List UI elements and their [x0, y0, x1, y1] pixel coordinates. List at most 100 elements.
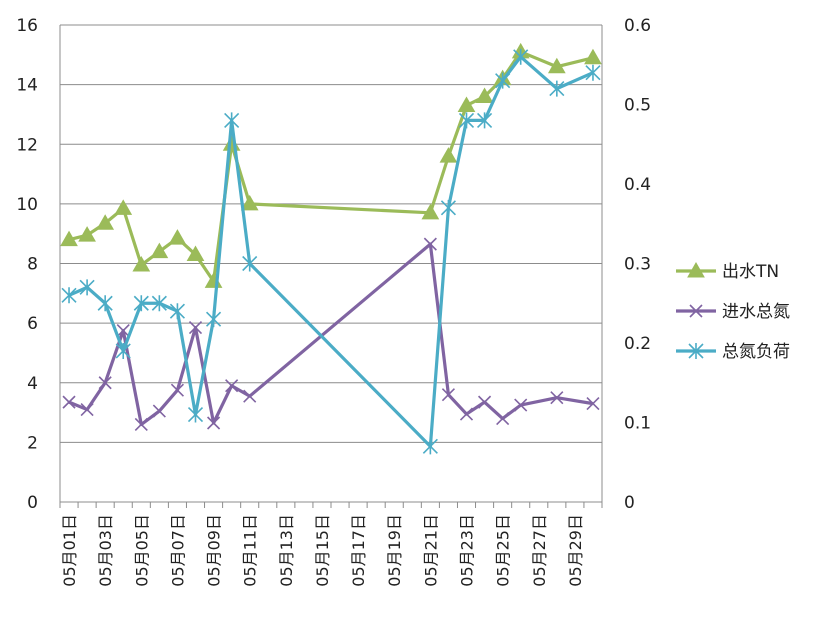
y-tick-label: 16: [16, 16, 38, 36]
legend-item-2: 进水总氮: [676, 302, 790, 322]
data-point: [222, 135, 241, 151]
x-tick-label: 05月07日: [168, 514, 187, 587]
series-line: [68, 50, 594, 283]
data-point: [224, 112, 240, 129]
data-point: [584, 48, 602, 65]
series-line: [68, 55, 594, 448]
x-tick-label: 05月21日: [421, 514, 440, 587]
x-tick-label: 05月09日: [205, 514, 224, 587]
data-point: [243, 389, 257, 403]
gridlines: [60, 24, 602, 443]
axes: [59, 25, 603, 508]
y2-tick-label: 0: [624, 493, 635, 513]
y2-tick-label: 0.3: [624, 255, 651, 275]
data-point: [547, 57, 566, 74]
data-point: [440, 199, 456, 216]
legend-marker: [689, 304, 703, 318]
x-tick-label: 05月03日: [96, 514, 115, 587]
data-point: [170, 383, 184, 397]
data-point: [441, 388, 455, 402]
data-point: [459, 407, 474, 421]
y-tick-label: 12: [16, 135, 38, 155]
x-tick-label: 05月13日: [277, 514, 296, 587]
data-point: [514, 398, 528, 412]
legend-marker: [688, 343, 704, 359]
data-point: [80, 403, 94, 417]
y-tick-label: 4: [27, 374, 38, 394]
y-tick-label: 14: [16, 76, 38, 96]
data-point: [421, 203, 440, 220]
x-tick-label: 05月17日: [349, 514, 368, 587]
y2-tick-label: 0.2: [624, 334, 651, 354]
data-point: [168, 229, 187, 245]
data-point: [62, 395, 76, 409]
data-point: [96, 214, 115, 230]
y-tick-label: 10: [16, 195, 38, 215]
data-point: [78, 226, 96, 242]
data-point: [549, 80, 565, 97]
y2-tick-label: 0.4: [624, 175, 651, 195]
data-point: [550, 391, 564, 405]
data-point: [423, 237, 437, 251]
data-point: [242, 255, 258, 272]
x-tick-label: 05月05日: [132, 514, 151, 587]
legend-item-1: 出水TN: [676, 261, 779, 282]
x-tick-label: 05月01日: [60, 514, 79, 587]
data-point: [496, 411, 510, 426]
data-point: [115, 342, 131, 359]
legend-label: 出水TN: [722, 262, 779, 282]
data-point: [585, 64, 601, 81]
x-tick-label: 05月15日: [313, 514, 332, 587]
data-point: [422, 438, 438, 455]
data-point: [134, 417, 148, 432]
data-point: [97, 295, 113, 312]
data-point: [457, 96, 476, 112]
data-point: [477, 112, 493, 129]
data-point: [207, 416, 221, 430]
data-point: [169, 303, 185, 320]
y-tick-label: 8: [27, 255, 38, 275]
x-tick-label: 05月29日: [566, 514, 585, 587]
x-tick-label: 05月19日: [385, 514, 404, 587]
legend-label: 总氮负荷: [722, 342, 790, 362]
data-point: [439, 147, 458, 163]
data-point: [513, 48, 529, 65]
right-axis-ticks: 0 0.1 0.2 0.3 0.4 0.5 0.6: [624, 16, 651, 513]
y-tick-label: 6: [27, 314, 38, 334]
x-tick-label: 05月27日: [530, 514, 549, 587]
series-1: [60, 42, 602, 288]
data-point: [206, 311, 222, 328]
data-point: [186, 245, 205, 262]
data-point: [132, 255, 151, 272]
x-tick-label: 05月11日: [241, 514, 260, 587]
legend-label: 进水总氮: [722, 302, 790, 322]
data-point: [152, 404, 166, 418]
y-tick-label: 0: [27, 493, 38, 513]
legend-marker: [687, 261, 705, 278]
y2-tick-label: 0.1: [624, 414, 651, 434]
data-point: [495, 72, 511, 89]
data-point: [225, 379, 239, 393]
data-point: [458, 112, 475, 129]
x-tick-label: 05月25日: [494, 514, 513, 587]
y2-tick-label: 0.5: [624, 96, 651, 116]
data-point: [79, 279, 95, 296]
x-tick-label: 05月23日: [458, 514, 477, 587]
data-point: [150, 242, 169, 259]
left-axis-ticks: 0 2 4 6 8 10 12 14 16: [16, 16, 38, 513]
data-point: [586, 397, 600, 411]
series-3: [61, 48, 601, 455]
data-point: [187, 406, 204, 423]
data-point: [151, 295, 167, 312]
data-point: [60, 230, 78, 247]
data-point: [116, 324, 130, 338]
data-point: [475, 87, 494, 104]
y-tick-label: 2: [27, 433, 38, 453]
data-point: [478, 395, 492, 409]
series-layer: [60, 42, 602, 455]
data-point: [133, 295, 149, 312]
x-axis-ticks: 05月01日 05月03日 05月05日 05月07日 05月09日 05月11日 05月1…: [60, 514, 585, 587]
data-point: [114, 199, 133, 215]
